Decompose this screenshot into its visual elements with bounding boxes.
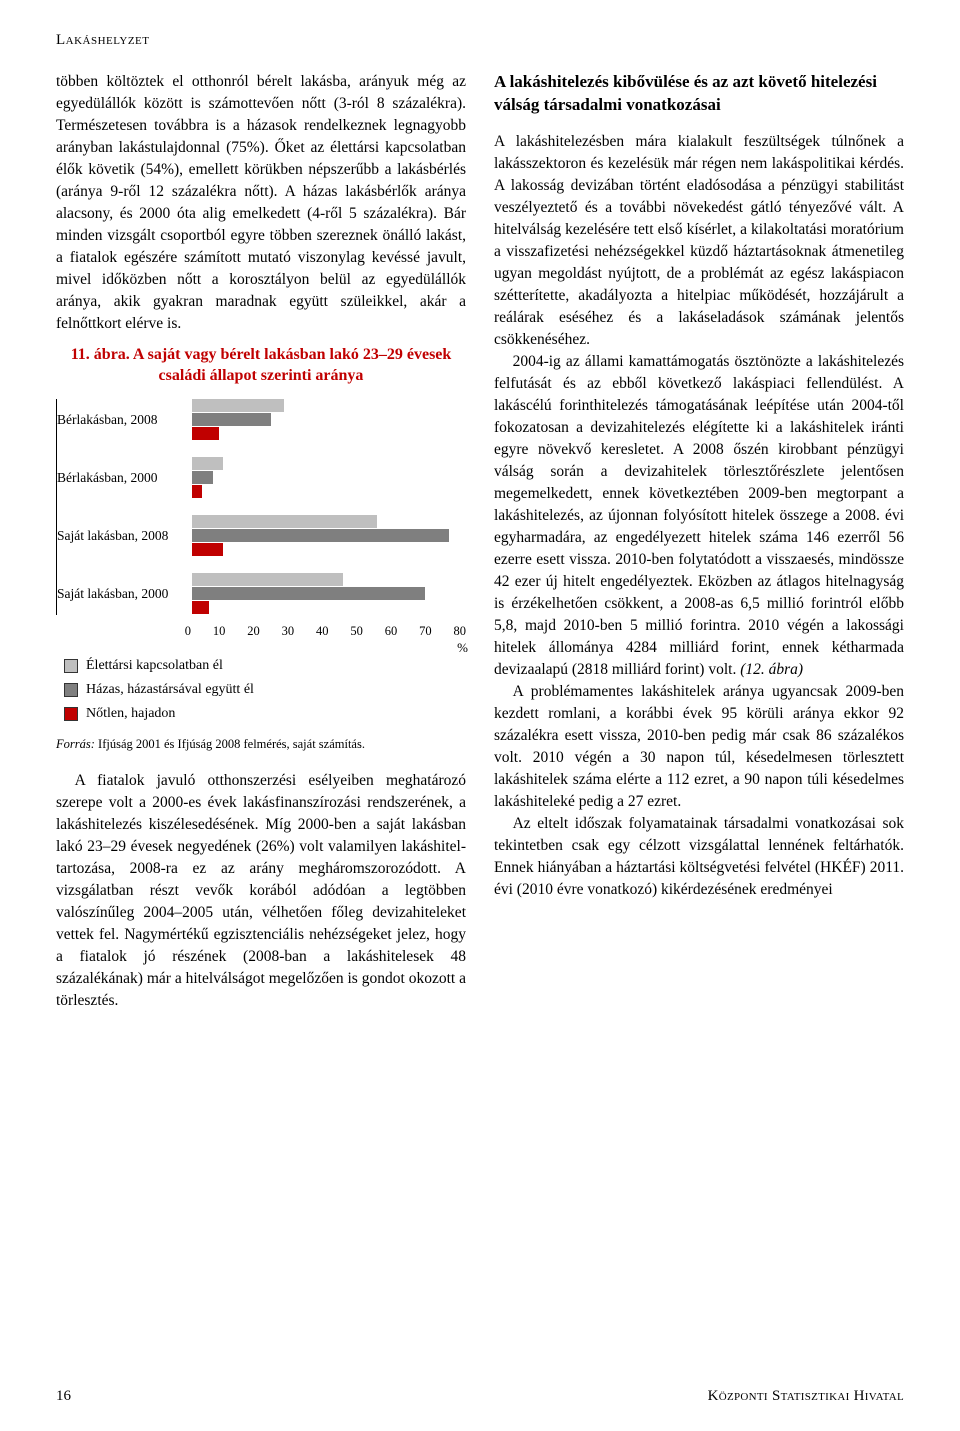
left-para-2: A fiatalok javuló otthonszerzési esélyei… [56,770,466,1012]
legend-swatch [64,707,78,721]
chart-bar [192,529,449,542]
chart-source: Forrás: Ifjúság 2001 és Ifjúság 2008 fel… [56,736,466,754]
chart-bar [192,515,377,528]
right-para-2-text: 2004-ig az állami kamattámogatás ösztönö… [494,353,904,678]
page-number: 16 [56,1388,71,1405]
chart-category-row: Saját lakásban, 2000 [57,573,466,615]
chart-bar [192,573,343,586]
publisher: Központi Statisztikai Hivatal [708,1388,904,1405]
source-text: Ifjúság 2001 és Ifjúság 2008 felmérés, s… [95,737,365,751]
right-para-3: A problémamentes lakáshitelek aránya ugy… [494,681,904,813]
right-para-4: Az eltelt időszak folyamatainak társadal… [494,813,904,901]
chart-plot-area: Bérlakásban, 2008 Bérlakásban, 2000 Saját … [56,399,466,615]
running-head: Lakáshelyzet [56,32,904,49]
chart-unit-label: % [457,639,468,657]
legend-label: Házas, házastársával együtt él [86,680,254,700]
chart-bar [192,413,271,426]
two-column-layout: többen költöztek el otthonról bérelt lak… [56,71,904,1012]
chart-bar [192,543,223,556]
chart-bar [192,471,213,484]
chart-bars-group [192,457,466,499]
chart-bar [192,485,202,498]
legend-swatch [64,683,78,697]
chart-legend: Élettársi kapcsolatban él Házas, házastár… [64,656,466,724]
legend-label: Élettársi kapcsolatban él [86,656,223,676]
right-column: A lakáshitelezés kibővülése és az azt kö… [494,71,904,1012]
chart-category-label: Bérlakásban, 2000 [57,457,192,499]
chart-bar [192,427,219,440]
legend-swatch [64,659,78,673]
legend-item: Nőtlen, hajadon [64,704,466,724]
chart-category-row: Bérlakásban, 2000 [57,457,466,499]
chart-bars-group [192,399,466,441]
legend-item: Élettársi kapcsolatban él [64,656,466,676]
legend-label: Nőtlen, hajadon [86,704,175,724]
left-column: többen költöztek el otthonról bérelt lak… [56,71,466,1012]
chart-bar [192,601,209,614]
chart-category-row: Saját lakásban, 2008 [57,515,466,557]
right-para-1: A lakáshitelezésben mára kialakult feszü… [494,131,904,351]
section-heading: A lakáshitelezés kibővülése és az azt kö… [494,71,904,117]
chart-bars-group [192,515,466,557]
chart-bar [192,399,284,412]
figure-ref: (12. ábra) [740,661,803,678]
chart-bar [192,587,425,600]
figure-title: 11. ábra. A saját vagy bérelt lakásban l… [56,345,466,387]
page-footer: 16 Központi Statisztikai Hivatal [56,1388,904,1405]
left-para-1: többen költöztek el otthonról bérelt lak… [56,71,466,335]
chart-category-label: Bérlakásban, 2008 [57,399,192,441]
bar-chart: Bérlakásban, 2008 Bérlakásban, 2000 Saját … [56,399,466,724]
chart-bars-group [192,573,466,615]
right-para-2: 2004-ig az állami kamattámogatás ösztönö… [494,351,904,681]
source-prefix: Forrás: [56,737,95,751]
chart-bar [192,457,223,470]
chart-category-label: Saját lakásban, 2000 [57,573,192,615]
chart-x-axis: 01020304050607080 % [191,621,466,641]
chart-category-label: Saját lakásban, 2008 [57,515,192,557]
legend-item: Házas, házastársával együtt él [64,680,466,700]
chart-category-row: Bérlakásban, 2008 [57,399,466,441]
